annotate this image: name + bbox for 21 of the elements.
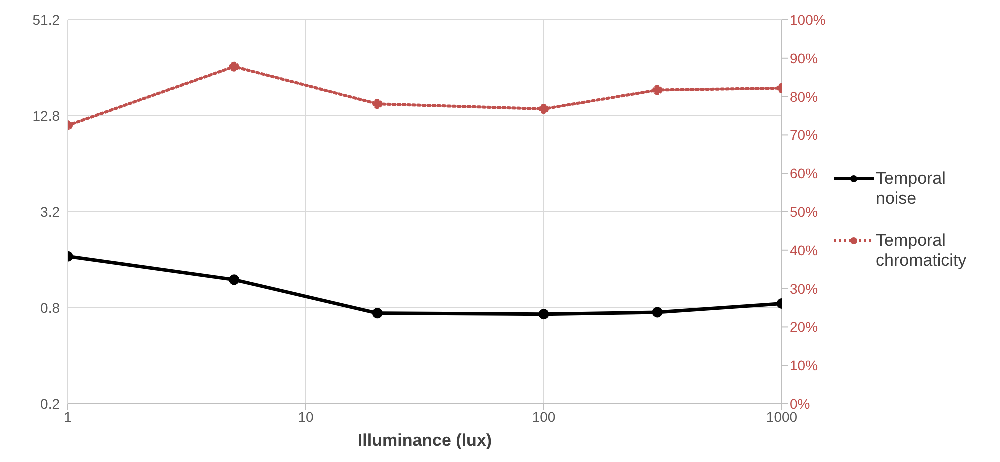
- y2-tick-label: 50%: [790, 204, 818, 220]
- y-tick-label: 3.2: [40, 204, 60, 220]
- x-tick-label: 10: [298, 408, 314, 425]
- y2-tick-label: 100%: [790, 12, 826, 28]
- legend-label: Temporal chromaticity: [876, 231, 968, 271]
- y2-tick-label: 20%: [790, 319, 818, 336]
- y-tick-label: 12.8: [32, 108, 60, 124]
- x-tick-label: 1: [64, 408, 72, 425]
- y-tick-label: 0.2: [40, 396, 60, 412]
- x-tick-label: 100: [532, 408, 556, 425]
- y2-tick-label: 80%: [790, 88, 818, 105]
- y2-tick-label: 30%: [790, 280, 818, 297]
- y2-tick-label: 10%: [790, 358, 818, 374]
- y2-tick-label: 70%: [790, 127, 818, 144]
- y2-tick-label: 90%: [790, 50, 818, 66]
- x-axis-title: Illuminance (lux): [358, 431, 492, 450]
- legend-label: Temporal noise: [876, 169, 947, 209]
- y-tick-label: 51.2: [32, 12, 60, 28]
- y2-tick-label: 40%: [790, 242, 818, 258]
- y2-tick-label: 60%: [790, 166, 818, 182]
- y-tick-label: 0.8: [40, 300, 60, 316]
